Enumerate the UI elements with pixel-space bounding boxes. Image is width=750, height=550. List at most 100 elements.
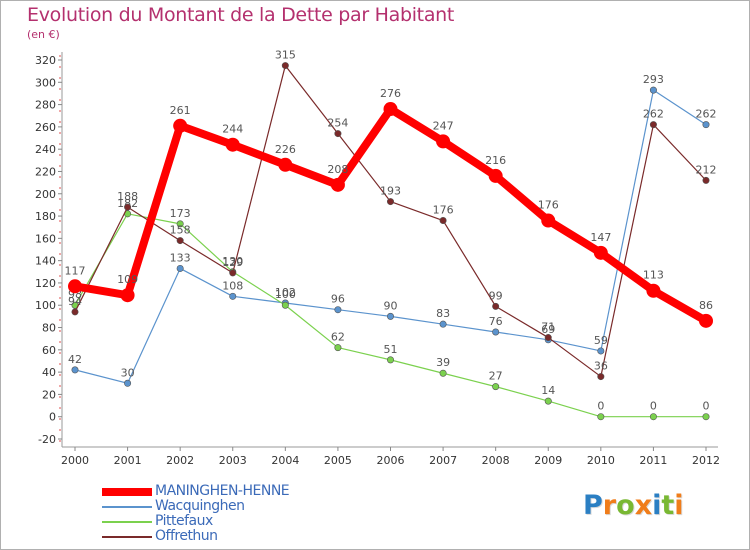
data-point-maninghen-henne xyxy=(120,288,135,303)
y-tick-label: -20 xyxy=(38,433,56,446)
data-point-wacquinghen xyxy=(124,379,132,387)
legend-item-maninghen-henne: MANINGHEN-HENNE xyxy=(102,483,402,499)
data-point-pittefaux xyxy=(492,383,500,391)
legend-label-offrethun: Offrethun xyxy=(155,528,218,544)
data-point-offrethun xyxy=(124,203,132,211)
legend-label-wacquinghen: Wacquinghen xyxy=(155,498,245,514)
data-point-wacquinghen xyxy=(386,312,394,320)
data-label-offrethun: 36 xyxy=(594,360,608,373)
data-label-wacquinghen: 262 xyxy=(696,108,717,121)
data-label-pittefaux: 62 xyxy=(331,331,345,344)
data-point-maninghen-henne xyxy=(699,313,713,328)
y-tick-label: 0 xyxy=(49,411,56,424)
data-label-maninghen-henne: 226 xyxy=(275,143,296,156)
y-tick-label: 300 xyxy=(35,76,56,89)
data-label-wacquinghen: 108 xyxy=(222,279,243,292)
y-tick-label: 140 xyxy=(35,255,56,268)
proxiti-logo: Proxiti xyxy=(583,490,684,521)
x-tick-label: 2006 xyxy=(377,454,405,467)
data-label-pittefaux: 100 xyxy=(275,288,296,301)
logo-letter: P xyxy=(583,490,603,521)
chart-legend: MANINGHEN-HENNE Wacquinghen Pittefaux Of… xyxy=(102,483,402,544)
data-point-pittefaux xyxy=(176,220,184,228)
x-tick-label: 2000 xyxy=(61,454,89,467)
data-label-offrethun: 94 xyxy=(68,295,82,308)
data-point-wacquinghen xyxy=(334,306,342,314)
data-label-maninghen-henne: 247 xyxy=(433,119,454,132)
x-tick-label: 2009 xyxy=(534,454,562,467)
data-point-offrethun xyxy=(386,198,394,206)
logo-letter: o xyxy=(616,490,635,521)
y-tick-label: 20 xyxy=(42,388,56,401)
data-point-maninghen-henne xyxy=(646,283,661,298)
data-label-maninghen-henne: 176 xyxy=(538,199,559,212)
data-label-pittefaux: 0 xyxy=(650,400,657,413)
data-label-wacquinghen: 96 xyxy=(331,293,345,306)
data-point-pittefaux xyxy=(281,301,289,309)
data-point-maninghen-henne xyxy=(436,134,451,149)
data-point-offrethun xyxy=(176,237,184,245)
y-tick-label: 80 xyxy=(42,322,56,335)
data-label-maninghen-henne: 113 xyxy=(643,269,664,282)
data-point-offrethun xyxy=(492,302,500,310)
y-tick-label: 100 xyxy=(35,299,56,312)
logo-letter: t xyxy=(661,490,675,521)
legend-swatch-maninghen-henne xyxy=(102,488,152,496)
data-label-wacquinghen: 30 xyxy=(121,366,135,379)
logo-letter: r xyxy=(602,490,617,521)
data-label-wacquinghen: 90 xyxy=(384,299,398,312)
y-tick-label: 60 xyxy=(42,344,56,357)
data-point-maninghen-henne xyxy=(383,102,398,117)
data-point-pittefaux xyxy=(386,356,394,364)
y-tick-label: 280 xyxy=(35,99,56,112)
legend-item-pittefaux: Pittefaux xyxy=(102,513,402,529)
data-point-wacquinghen xyxy=(439,320,447,328)
data-label-offrethun: 188 xyxy=(117,190,138,203)
data-point-pittefaux xyxy=(702,413,710,421)
x-tick-label: 2003 xyxy=(219,454,247,467)
data-label-offrethun: 254 xyxy=(327,117,348,130)
y-tick-label: 240 xyxy=(35,143,56,156)
data-point-offrethun xyxy=(439,217,447,225)
data-point-wacquinghen xyxy=(71,366,79,374)
data-point-maninghen-henne xyxy=(278,157,293,172)
data-label-maninghen-henne: 261 xyxy=(170,104,191,117)
y-tick-label: 200 xyxy=(35,188,56,201)
legend-label-maninghen-henne: MANINGHEN-HENNE xyxy=(155,483,290,499)
logo-letter: i xyxy=(674,490,684,521)
x-tick-label: 2004 xyxy=(271,454,299,467)
data-label-pittefaux: 130 xyxy=(222,255,243,268)
data-label-pittefaux: 51 xyxy=(384,343,398,356)
data-point-offrethun xyxy=(281,62,289,70)
data-label-pittefaux: 39 xyxy=(436,356,450,369)
data-label-maninghen-henne: 244 xyxy=(222,123,243,136)
y-tick-label: 160 xyxy=(35,232,56,245)
data-point-pittefaux xyxy=(649,413,657,421)
data-point-pittefaux xyxy=(334,344,342,352)
y-tick-label: 220 xyxy=(35,165,56,178)
data-label-wacquinghen: 102 xyxy=(275,286,296,299)
data-label-maninghen-henne: 109 xyxy=(117,273,138,286)
data-point-offrethun xyxy=(71,308,79,316)
chart-subtitle: (en €) xyxy=(27,28,60,41)
data-point-maninghen-henne xyxy=(488,168,503,183)
y-tick-label: 120 xyxy=(35,277,56,290)
data-label-wacquinghen: 59 xyxy=(594,334,608,347)
data-point-offrethun xyxy=(544,334,552,342)
data-label-offrethun: 99 xyxy=(489,289,503,302)
data-point-offrethun xyxy=(597,373,605,381)
x-tick-label: 2010 xyxy=(587,454,615,467)
data-label-pittefaux: 14 xyxy=(541,384,555,397)
y-tick-label: 260 xyxy=(35,121,56,134)
data-label-wacquinghen: 83 xyxy=(436,307,450,320)
data-label-pittefaux: 0 xyxy=(703,400,710,413)
x-tick-label: 2008 xyxy=(482,454,510,467)
data-point-offrethun xyxy=(229,269,237,277)
data-label-pittefaux: 173 xyxy=(170,207,191,220)
data-point-maninghen-henne xyxy=(68,279,82,294)
data-point-offrethun xyxy=(702,176,710,184)
data-label-wacquinghen: 69 xyxy=(541,323,555,336)
x-tick-label: 2012 xyxy=(692,454,720,467)
x-tick-label: 2001 xyxy=(114,454,142,467)
data-point-pittefaux xyxy=(544,397,552,405)
